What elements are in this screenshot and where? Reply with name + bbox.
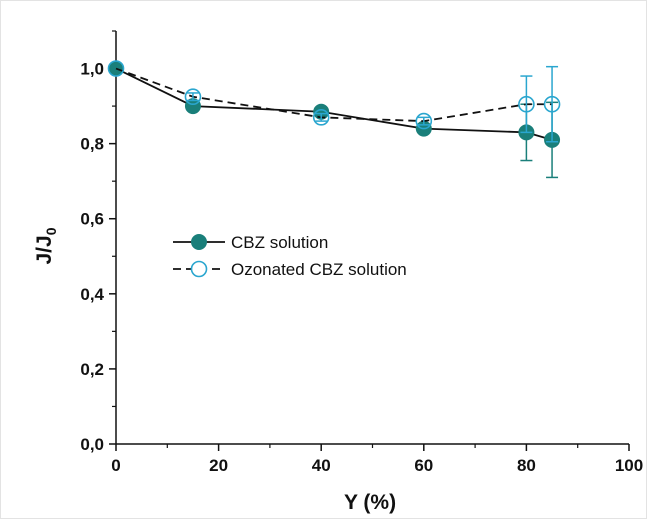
data-point (107, 60, 125, 77)
data-point (312, 109, 330, 126)
legend-item-2: Ozonated CBZ solution (173, 260, 407, 279)
data-point (543, 95, 561, 113)
legend-label: Ozonated CBZ solution (231, 260, 407, 279)
x-tick-label: 40 (312, 456, 331, 475)
series-line (115, 67, 553, 141)
y-tick-label: 0,6 (80, 210, 104, 229)
y-tick-label: 0,2 (80, 360, 104, 379)
series-line (115, 67, 553, 123)
y-axis-title-base: J/J (33, 235, 56, 264)
series-2 (107, 60, 561, 143)
legend-label: CBZ solution (231, 233, 328, 252)
data-point (184, 88, 202, 106)
data-point (415, 112, 433, 130)
legend-marker (190, 260, 208, 278)
series-layer (107, 60, 561, 179)
legend-item-1: CBZ solution (173, 233, 328, 252)
series-1 (108, 60, 561, 179)
legend: CBZ solution Ozonated CBZ solution (173, 233, 407, 279)
y-tick-label: 0,4 (80, 285, 104, 304)
y-axis-title: J/J0 (33, 227, 59, 264)
axes: 0 20 40 60 80 100 0,0 0,2 0,4 0,6 0,8 1,0 (80, 30, 643, 475)
y-axis-title-subscript: 0 (43, 227, 59, 235)
x-tick-label: 20 (209, 456, 228, 475)
legend-marker (191, 234, 207, 250)
x-tick-label: 0 (111, 456, 120, 475)
x-tick-label: 60 (414, 456, 433, 475)
x-tick-label: 100 (615, 456, 643, 475)
x-axis-title: Y (%) (344, 491, 396, 514)
x-tick-label: 80 (517, 456, 536, 475)
data-point (518, 95, 535, 113)
y-tick-label: 0,0 (80, 435, 104, 454)
y-tick-label: 0,8 (80, 135, 104, 154)
y-tick-label: 1,0 (80, 60, 104, 79)
